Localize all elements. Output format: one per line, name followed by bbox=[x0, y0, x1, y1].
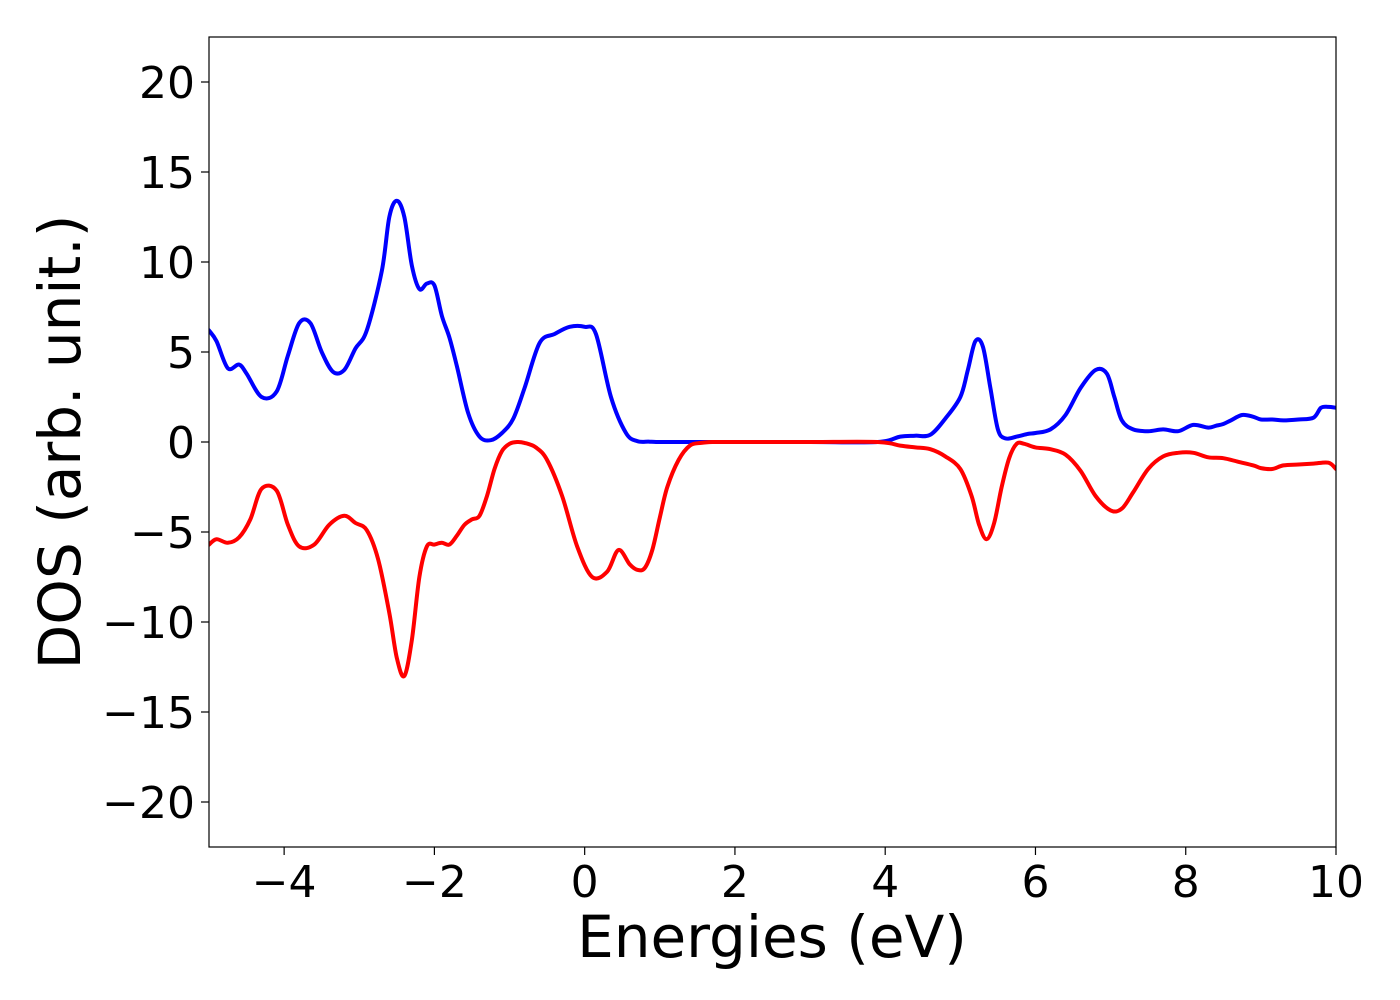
y-axis-label: DOS (arb. unit.) bbox=[26, 215, 94, 670]
y-tick-label: −15 bbox=[102, 688, 195, 739]
series-line-red bbox=[209, 439, 1336, 679]
series-layer bbox=[209, 198, 1336, 679]
x-tick-label: 2 bbox=[721, 857, 749, 908]
series-line-blue bbox=[209, 198, 1336, 445]
y-tick-label: 5 bbox=[167, 328, 195, 379]
y-tick-label: 15 bbox=[139, 148, 195, 199]
y-tick-label: 10 bbox=[139, 238, 195, 289]
x-tick-label: 4 bbox=[871, 857, 899, 908]
x-axis: −4 −2 0 2 4 6 8 10 bbox=[252, 847, 1364, 908]
x-tick-label: −2 bbox=[402, 857, 467, 908]
x-tick-label: 0 bbox=[571, 857, 599, 908]
y-axis: −20 −15 −10 −5 0 5 10 15 20 bbox=[102, 58, 209, 829]
x-tick-label: 10 bbox=[1308, 857, 1364, 908]
x-tick-label: 6 bbox=[1021, 857, 1049, 908]
y-tick-label: −5 bbox=[130, 508, 195, 559]
y-tick-label: 0 bbox=[167, 418, 195, 469]
y-tick-label: −10 bbox=[102, 598, 195, 649]
x-axis-label: Energies (eV) bbox=[577, 903, 967, 971]
x-tick-label: 8 bbox=[1172, 857, 1200, 908]
y-tick-label: −20 bbox=[102, 778, 195, 829]
x-tick-label: −4 bbox=[252, 857, 317, 908]
y-tick-label: 20 bbox=[139, 58, 195, 109]
